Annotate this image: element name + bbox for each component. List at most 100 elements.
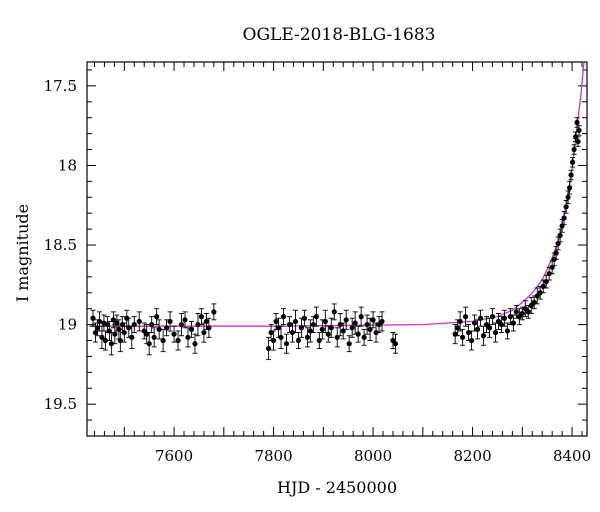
point-marker <box>504 328 510 334</box>
data-point <box>492 322 499 343</box>
data-point <box>280 308 287 326</box>
data-point <box>325 325 331 343</box>
point-marker <box>486 325 493 331</box>
data-point <box>331 303 337 321</box>
point-marker <box>112 331 118 337</box>
point-marker <box>192 341 198 347</box>
point-marker <box>131 321 137 328</box>
data-point <box>474 319 481 340</box>
data-point <box>154 308 160 326</box>
data-point <box>195 313 201 337</box>
point-marker <box>270 337 277 344</box>
point-marker <box>151 334 157 340</box>
point-marker <box>149 321 155 328</box>
data-point <box>301 309 308 327</box>
data-point <box>171 325 177 343</box>
point-marker <box>370 317 376 323</box>
point-marker <box>457 318 463 325</box>
point-marker <box>325 331 331 337</box>
point-marker <box>154 314 160 320</box>
data-point <box>90 309 96 327</box>
data-point <box>379 311 385 332</box>
data-point <box>178 313 185 337</box>
data-point <box>160 328 166 353</box>
data-points <box>90 117 582 361</box>
point-marker <box>565 194 571 200</box>
data-point <box>211 303 217 321</box>
data-point <box>278 325 284 349</box>
point-marker <box>164 325 170 331</box>
data-point <box>295 332 302 349</box>
data-point <box>198 308 205 326</box>
y-tick-label: 19 <box>58 316 77 334</box>
point-marker <box>99 334 105 340</box>
point-marker <box>178 321 185 328</box>
point-marker <box>273 318 279 325</box>
data-point <box>486 317 493 338</box>
data-point <box>355 325 361 343</box>
point-marker <box>175 337 181 344</box>
data-point <box>131 316 137 334</box>
data-point <box>175 330 181 351</box>
data-point <box>146 332 152 356</box>
x-tick-label: 8400 <box>553 447 591 465</box>
point-marker <box>283 341 290 347</box>
point-marker <box>188 326 195 332</box>
data-point <box>376 316 382 334</box>
data-point <box>328 317 334 338</box>
point-marker <box>568 172 574 178</box>
point-marker <box>301 315 308 321</box>
point-marker <box>569 159 576 165</box>
point-marker <box>265 345 272 352</box>
data-point <box>361 328 367 346</box>
point-marker <box>328 325 334 331</box>
data-point <box>322 309 328 334</box>
point-marker <box>292 318 299 325</box>
data-point <box>151 327 157 348</box>
data-point <box>501 309 508 327</box>
point-marker <box>319 326 325 332</box>
data-point <box>576 125 582 136</box>
point-marker <box>364 321 370 328</box>
x-tick-label: 7600 <box>155 447 193 465</box>
data-point <box>566 180 573 195</box>
data-point <box>468 330 475 351</box>
point-marker <box>477 315 484 321</box>
point-marker <box>474 326 481 332</box>
x-tick-label: 8200 <box>453 447 491 465</box>
data-point <box>265 336 272 361</box>
data-point <box>286 316 293 334</box>
data-point <box>298 317 305 338</box>
point-marker <box>492 329 499 336</box>
point-marker <box>557 232 563 239</box>
point-marker <box>352 320 358 326</box>
data-point <box>457 311 463 332</box>
point-marker <box>460 334 466 340</box>
point-marker <box>349 325 355 331</box>
data-point <box>149 316 155 334</box>
data-point <box>129 325 135 349</box>
model-curve <box>89 62 585 327</box>
point-marker <box>160 337 166 344</box>
point-marker <box>322 318 328 325</box>
point-marker <box>289 329 296 336</box>
data-point <box>270 330 277 351</box>
data-point <box>289 322 296 343</box>
data-point <box>292 309 299 334</box>
point-marker <box>510 320 516 326</box>
point-marker <box>546 271 552 277</box>
data-point <box>206 317 212 338</box>
data-point <box>559 219 565 233</box>
data-point <box>99 325 105 349</box>
data-point <box>313 306 319 327</box>
point-marker <box>195 321 201 328</box>
data-point <box>477 309 484 327</box>
data-point <box>510 314 516 332</box>
point-marker <box>566 185 573 191</box>
point-marker <box>94 325 101 331</box>
x-axis-label: HJD - 2450000 <box>277 478 397 497</box>
data-point <box>504 322 510 340</box>
point-marker <box>90 315 96 321</box>
point-marker <box>379 318 385 325</box>
point-marker <box>346 341 352 347</box>
